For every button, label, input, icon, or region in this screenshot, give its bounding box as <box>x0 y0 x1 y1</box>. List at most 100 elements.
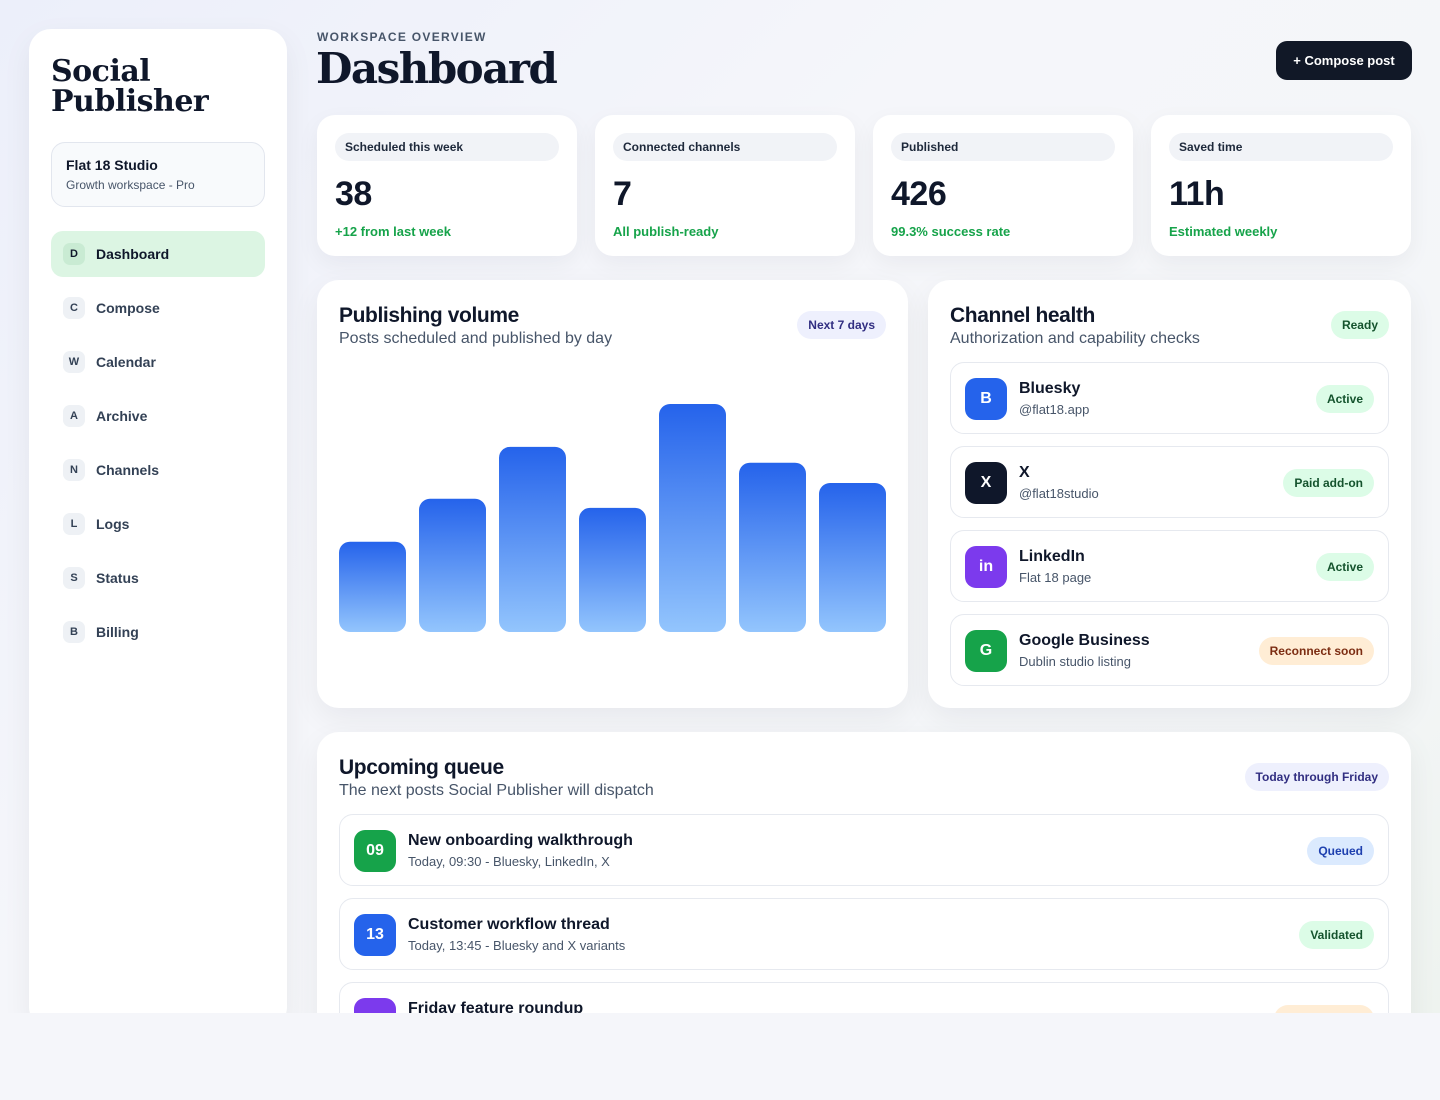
health-status-badge: Ready <box>1330 311 1389 339</box>
stat-value: 38 <box>335 175 372 213</box>
sidebar-item-label: Calendar <box>96 354 156 370</box>
channel-handle: @flat18.app <box>1019 402 1090 417</box>
nav-key-icon: N <box>63 459 85 481</box>
volume-bar[interactable] <box>659 404 726 632</box>
channel-health-panel: Channel health Authorization and capabil… <box>928 280 1411 708</box>
range-badge[interactable]: Next 7 days <box>797 311 886 339</box>
channel-status-badge: Active <box>1315 553 1374 581</box>
sidebar-item-billing[interactable]: B Billing <box>51 609 265 655</box>
sidebar-item-label: Billing <box>96 624 139 640</box>
stat-note: +12 from last week <box>335 224 451 239</box>
channel-name: Google Business <box>1019 632 1150 649</box>
app-viewport: Social Publisher Flat 18 Studio Growth w… <box>0 0 1440 1013</box>
volume-bar[interactable] <box>499 446 566 632</box>
panel-subtitle: The next posts Social Publisher will dis… <box>339 782 654 799</box>
volume-bar[interactable] <box>819 483 886 632</box>
workspace-switcher[interactable]: Flat 18 Studio Growth workspace - Pro <box>51 142 265 207</box>
brand-logo[interactable]: Social Publisher <box>51 54 209 119</box>
page-title: Dashboard <box>316 44 558 93</box>
sidebar-item-status[interactable]: S Status <box>51 555 265 601</box>
page-eyebrow: WORKSPACE OVERVIEW <box>317 30 487 44</box>
sidebar-item-dashboard[interactable]: D Dashboard <box>51 231 265 277</box>
stat-value: 11h <box>1169 175 1225 213</box>
stat-card-scheduled: Scheduled this week 38 +12 from last wee… <box>317 115 577 256</box>
sidebar-item-label: Archive <box>96 408 148 424</box>
nav-key-icon: L <box>63 513 85 535</box>
queue-item-meta: Today, 09:30 - Bluesky, LinkedIn, X <box>408 854 610 869</box>
stat-label: Saved time <box>1169 133 1393 161</box>
sidebar-item-archive[interactable]: A Archive <box>51 393 265 439</box>
channel-status-badge: Active <box>1315 385 1374 413</box>
linkedin-icon: in <box>965 546 1007 588</box>
stat-value: 426 <box>891 175 947 213</box>
sidebar-item-label: Logs <box>96 516 130 532</box>
channel-row-linkedin[interactable]: in LinkedIn Flat 18 page Active <box>950 530 1389 602</box>
panel-subtitle: Posts scheduled and published by day <box>339 330 613 347</box>
queue-item-title: Friday feature roundup <box>408 1000 584 1013</box>
channel-name: LinkedIn <box>1019 548 1085 565</box>
time-badge-icon: 09 <box>354 830 396 872</box>
queue-item[interactable]: Friday feature roundup <box>339 982 1389 1013</box>
stat-label: Connected channels <box>613 133 837 161</box>
sidebar-item-label: Compose <box>96 300 160 316</box>
bluesky-icon: B <box>965 378 1007 420</box>
panel-subtitle: Authorization and capability checks <box>950 330 1200 347</box>
nav-key-icon: S <box>63 567 85 589</box>
x-icon: X <box>965 462 1007 504</box>
stat-label: Scheduled this week <box>335 133 559 161</box>
queue-status-badge <box>1274 1005 1374 1013</box>
queue-item-title: New onboarding walkthrough <box>408 832 633 849</box>
stat-card-channels: Connected channels 7 All publish-ready <box>595 115 855 256</box>
time-badge-icon <box>354 998 396 1013</box>
sidebar: Social Publisher Flat 18 Studio Growth w… <box>29 29 287 1013</box>
compose-post-button[interactable]: + Compose post <box>1276 41 1412 80</box>
channel-handle: Flat 18 page <box>1019 570 1092 585</box>
channel-row-x[interactable]: X X @flat18studio Paid add-on <box>950 446 1389 518</box>
channel-row-bluesky[interactable]: B Bluesky @flat18.app Active <box>950 362 1389 434</box>
queue-item[interactable]: 09 New onboarding walkthrough Today, 09:… <box>339 814 1389 886</box>
sidebar-item-logs[interactable]: L Logs <box>51 501 265 547</box>
sidebar-nav: D Dashboard C Compose W Calendar A Archi… <box>51 231 265 655</box>
stat-card-saved-time: Saved time 11h Estimated weekly <box>1151 115 1411 256</box>
stat-note: 99.3% success rate <box>891 224 1011 239</box>
channel-handle: @flat18studio <box>1019 486 1099 501</box>
queue-range-badge[interactable]: Today through Friday <box>1244 763 1389 791</box>
nav-key-icon: A <box>63 405 85 427</box>
workspace-name: Flat 18 Studio <box>66 157 158 173</box>
sidebar-item-channels[interactable]: N Channels <box>51 447 265 493</box>
channel-status-badge: Paid add-on <box>1283 469 1374 497</box>
panel-title: Channel health <box>950 304 1095 327</box>
stat-label: Published <box>891 133 1115 161</box>
nav-key-icon: W <box>63 351 85 373</box>
nav-key-icon: C <box>63 297 85 319</box>
panel-title: Publishing volume <box>339 304 519 327</box>
channel-handle: Dublin studio listing <box>1019 654 1132 669</box>
sidebar-item-label: Channels <box>96 462 160 478</box>
volume-bar[interactable] <box>739 462 806 632</box>
panel-title: Upcoming queue <box>339 756 504 779</box>
queue-item[interactable]: 13 Customer workflow thread Today, 13:45… <box>339 898 1389 970</box>
nav-key-icon: B <box>63 621 85 643</box>
volume-bar-chart <box>339 404 886 632</box>
queue-status-badge: Validated <box>1299 921 1374 949</box>
nav-key-icon: D <box>63 243 85 265</box>
stat-card-published: Published 426 99.3% success rate <box>873 115 1133 256</box>
sidebar-item-label: Dashboard <box>96 246 170 262</box>
channel-row-google-business[interactable]: G Google Business Dublin studio listing … <box>950 614 1389 686</box>
stat-note: All publish-ready <box>613 224 719 239</box>
volume-bar[interactable] <box>339 541 406 632</box>
queue-status-badge: Queued <box>1307 837 1374 865</box>
channel-name: Bluesky <box>1019 380 1081 397</box>
stat-value: 7 <box>613 175 632 213</box>
sidebar-item-compose[interactable]: C Compose <box>51 285 265 331</box>
volume-bar[interactable] <box>579 507 646 632</box>
channel-name: X <box>1019 464 1030 481</box>
time-badge-icon: 13 <box>354 914 396 956</box>
queue-item-meta: Today, 13:45 - Bluesky and X variants <box>408 938 626 953</box>
sidebar-item-calendar[interactable]: W Calendar <box>51 339 265 385</box>
queue-item-title: Customer workflow thread <box>408 916 610 933</box>
stat-note: Estimated weekly <box>1169 224 1278 239</box>
upcoming-queue-panel: Upcoming queue The next posts Social Pub… <box>317 732 1411 1013</box>
sidebar-item-label: Status <box>96 570 139 586</box>
volume-bar[interactable] <box>419 498 486 632</box>
